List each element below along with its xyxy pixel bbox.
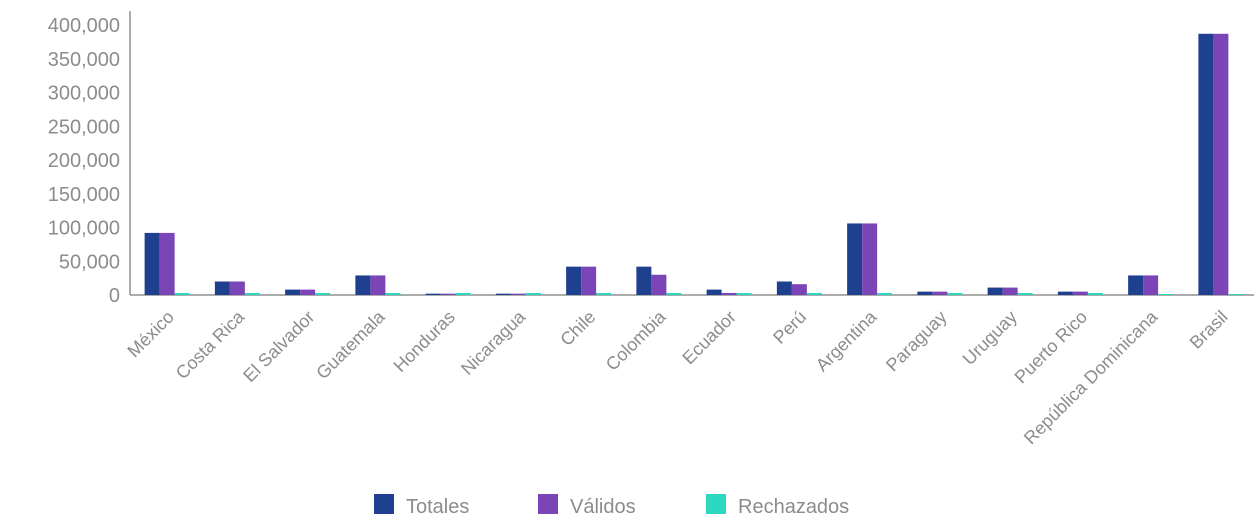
bar-válidos [1213,33,1229,296]
x-tick-label: Guatemala [312,306,389,383]
y-tick-label: 100,000 [48,218,120,240]
bar-totales [1057,291,1073,295]
bar-totales [425,293,441,295]
bar-rechazados [947,292,963,295]
bar-válidos [159,232,175,295]
legend-swatch-totales [374,494,394,514]
x-tick-label: Costa Rica [172,306,249,383]
bar-totales [987,287,1003,295]
bar-válidos [862,223,878,295]
bar-totales [847,223,863,295]
bar-rechazados [1017,292,1033,295]
bar-válidos [300,289,316,295]
x-tick-label: El Salvador [239,307,318,386]
y-tick-label: 0 [109,285,120,307]
bars [144,33,1244,296]
bar-rechazados [385,292,401,295]
x-tick-label: México [123,307,177,361]
legend-label: Válidos [570,496,636,514]
bar-rechazados [877,292,893,295]
x-tick-label: Nicaragua [457,306,530,379]
bar-rechazados [455,292,471,295]
legend-label: Totales [406,496,469,514]
bar-totales [776,281,792,295]
bar-válidos [229,281,245,295]
bar-rechazados [315,292,331,295]
x-tick-label: Paraguay [882,307,951,376]
bar-rechazados [1158,293,1174,295]
x-tick-label: Chile [556,307,599,350]
y-tick-label: 300,000 [48,83,120,105]
x-tick-label: Ecuador [678,307,740,369]
bar-totales [285,289,301,295]
legend-label: Rechazados [738,496,849,514]
bar-totales [495,293,511,295]
bar-rechazados [174,292,190,295]
bar-totales [917,291,933,295]
bar-rechazados [244,292,260,295]
x-tick-label: República Dominicana [1020,306,1162,448]
x-tick-label: Brasil [1186,307,1232,353]
bar-válidos [932,291,948,295]
bar-válidos [440,293,456,295]
bar-válidos [370,275,386,295]
y-tick-label: 200,000 [48,150,120,172]
x-tick-label: Colombia [602,306,671,375]
legend-swatch-válidos [538,494,558,514]
y-tick-label: 250,000 [48,116,120,138]
bar-válidos [651,274,667,295]
bar-válidos [581,266,597,295]
bar-rechazados [666,292,682,295]
bar-totales [566,266,582,295]
y-tick-label: 150,000 [48,184,120,206]
bar-válidos [1072,291,1088,295]
bar-rechazados [806,292,822,295]
x-tick-label: Uruguay [959,307,1021,369]
legend: Totales Válidos Rechazados [374,494,849,514]
x-tick-label: Argentina [812,306,881,375]
bar-totales [214,281,230,295]
bar-totales [636,266,652,295]
bar-rechazados [736,292,752,295]
bar-rechazados [596,292,612,295]
bar-rechazados [1228,293,1244,295]
y-tick-label: 50,000 [59,251,120,273]
bar-totales [355,275,371,295]
bar-totales [144,232,160,295]
bar-válidos [1002,287,1018,295]
y-tick-label: 400,000 [48,15,120,37]
x-tick-label: Perú [769,307,810,348]
x-tick-label: Honduras [390,307,459,376]
bar-totales [1198,33,1214,296]
bar-válidos [510,293,526,295]
y-tick-label: 350,000 [48,49,120,71]
bar-totales [706,289,722,295]
bar-totales [1128,275,1144,295]
bar-válidos [791,284,807,295]
bar-rechazados [525,292,541,295]
bar-válidos [1143,275,1159,295]
bar-rechazados [1087,292,1103,295]
legend-swatch-rechazados [706,494,726,514]
bar-válidos [721,292,737,295]
y-axis: 0 50,000 100,000 150,000 200,000 250,000 300,0… [48,11,1254,307]
